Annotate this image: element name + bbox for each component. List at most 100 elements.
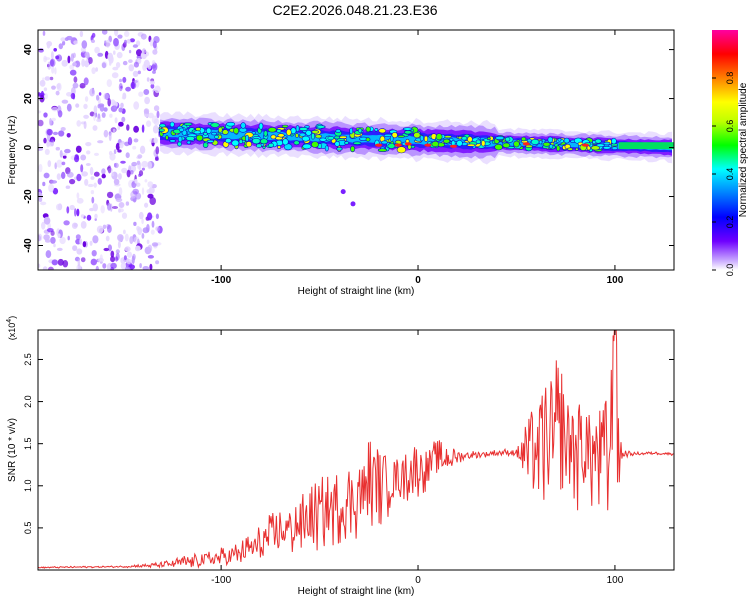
noise-blob	[118, 187, 123, 196]
noise-blob	[103, 247, 110, 252]
noise-blob	[133, 101, 140, 110]
noise-blob	[133, 61, 139, 68]
noise-blob	[74, 208, 77, 217]
noise-blob	[120, 160, 126, 164]
noise-blob	[51, 85, 56, 90]
noise-blob	[96, 118, 102, 123]
noise-blob	[138, 211, 144, 220]
noise-blob	[45, 250, 52, 259]
noise-blob	[144, 202, 149, 208]
noise-blob	[97, 140, 104, 144]
noise-blob	[101, 173, 106, 179]
band-blob	[435, 133, 443, 141]
noise-blob	[141, 218, 144, 225]
band-blob	[602, 146, 611, 150]
x-tick-label: 100	[607, 275, 624, 286]
noise-blob	[152, 70, 156, 74]
noise-blob	[132, 145, 137, 150]
noise-blob	[149, 263, 153, 270]
noise-blob	[61, 152, 68, 156]
band-peak	[581, 143, 589, 147]
band-blob	[210, 122, 220, 128]
noise-blob	[48, 183, 55, 193]
noise-blob	[91, 67, 96, 75]
spectrogram-ticks: -100 0 100 -40 -20 0 20 40	[23, 30, 674, 286]
noise-blob	[106, 191, 114, 199]
noise-blob	[38, 263, 41, 269]
noise-blob	[51, 259, 58, 266]
band-blob	[334, 141, 341, 147]
band-blob	[177, 141, 182, 147]
noise-blob	[113, 37, 119, 47]
band-blob	[319, 137, 327, 142]
noise-blob	[126, 169, 131, 178]
band-blob	[178, 135, 183, 143]
noise-blob	[90, 190, 95, 195]
band-blob	[475, 139, 481, 145]
noise-blob	[83, 103, 88, 110]
y-tick-label: 1.5	[23, 437, 33, 450]
noise-blob	[40, 201, 47, 206]
colorbar-label: Normalized spectral amplitude	[738, 82, 749, 217]
band-blob	[270, 134, 277, 140]
band-peak	[450, 144, 457, 148]
band-blob	[231, 139, 240, 147]
noise-blob	[55, 55, 60, 60]
band-blob	[186, 140, 192, 145]
noise-blob	[60, 37, 66, 42]
noise-blob	[80, 164, 84, 173]
noise-blob	[83, 121, 87, 129]
noise-blob	[112, 66, 119, 71]
band-blob	[402, 127, 413, 131]
noise-blob	[46, 41, 53, 47]
noise-blob	[146, 189, 152, 194]
noise-blob	[132, 70, 139, 77]
noise-blob	[57, 233, 61, 238]
noise-blob	[137, 70, 141, 75]
noise-blob	[46, 228, 54, 233]
noise-blob	[46, 128, 53, 136]
band-blob	[374, 128, 379, 132]
noise-blob	[142, 266, 150, 270]
spectrogram-frame	[37, 29, 675, 271]
noise-blob	[135, 182, 141, 187]
band-peak	[404, 142, 412, 146]
noise-blob	[48, 138, 54, 143]
noise-blob	[129, 38, 135, 43]
band-peak	[375, 143, 383, 147]
band-blob	[358, 128, 363, 133]
noise-blob	[121, 212, 128, 219]
noise-blob	[60, 127, 66, 131]
noise-blob	[126, 258, 132, 264]
isolated-patch	[350, 201, 356, 207]
noise-blob	[53, 243, 56, 248]
noise-blob	[50, 236, 56, 244]
noise-blob	[55, 90, 60, 96]
noise-blob	[131, 255, 135, 264]
noise-blob	[124, 233, 129, 242]
noise-blob	[38, 48, 44, 53]
noise-blob	[117, 240, 121, 249]
noise-blob	[84, 178, 89, 186]
band-blob	[263, 130, 268, 137]
band-blob	[196, 134, 204, 142]
noise-blob	[61, 161, 66, 166]
noise-blob	[93, 171, 100, 177]
noise-blob	[133, 125, 140, 133]
band-blob	[547, 136, 554, 143]
noise-blob	[73, 76, 78, 83]
noise-blob	[43, 172, 50, 179]
noise-blob	[38, 163, 43, 173]
band-blob	[567, 147, 574, 151]
noise-blob	[82, 241, 87, 248]
band-blob	[467, 136, 473, 143]
band-blob	[310, 132, 315, 140]
band-blob	[423, 135, 429, 143]
band-blob	[456, 139, 463, 147]
noise-blob	[146, 120, 152, 127]
band-blob	[365, 137, 371, 142]
noise-blob	[132, 188, 139, 195]
noise-blob	[53, 48, 57, 52]
noise-blob	[74, 155, 80, 163]
